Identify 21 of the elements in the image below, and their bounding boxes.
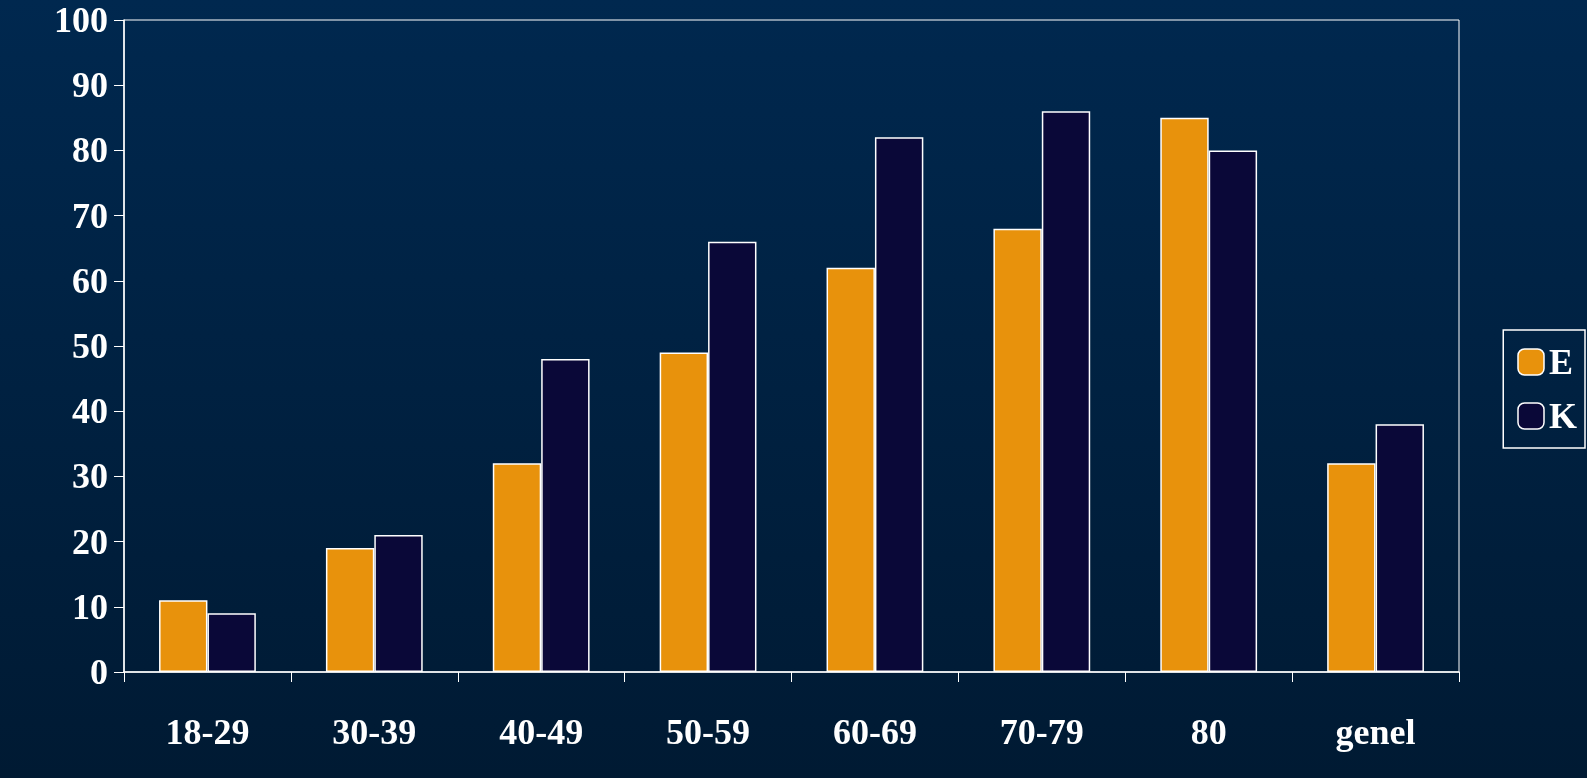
x-tick-label: genel <box>1335 712 1416 752</box>
y-tick-label: 0 <box>90 652 108 692</box>
y-tick-label: 40 <box>72 391 108 432</box>
y-tick-label: 100 <box>54 0 108 40</box>
y-tick-label: 30 <box>72 456 108 497</box>
x-tick-label: 40-49 <box>499 712 584 752</box>
y-tick-label: 60 <box>72 260 108 301</box>
y-tick-label: 50 <box>72 326 108 366</box>
y-tick-label: 10 <box>72 586 108 627</box>
x-tick-label: 18-29 <box>165 712 250 752</box>
y-tick-label: 20 <box>72 521 108 562</box>
x-tick-label: 70-79 <box>999 712 1084 752</box>
legend-label: E <box>1549 342 1574 382</box>
legend-label: K <box>1549 396 1578 436</box>
x-tick-label: 80 <box>1190 712 1227 752</box>
x-tick-label: 30-39 <box>332 712 417 752</box>
y-tick-label: 90 <box>72 65 108 106</box>
x-tick-label: 50-59 <box>666 712 751 752</box>
x-tick-label: 60-69 <box>832 712 917 752</box>
y-tick-label: 70 <box>72 195 108 236</box>
y-tick-label: 80 <box>72 130 108 171</box>
